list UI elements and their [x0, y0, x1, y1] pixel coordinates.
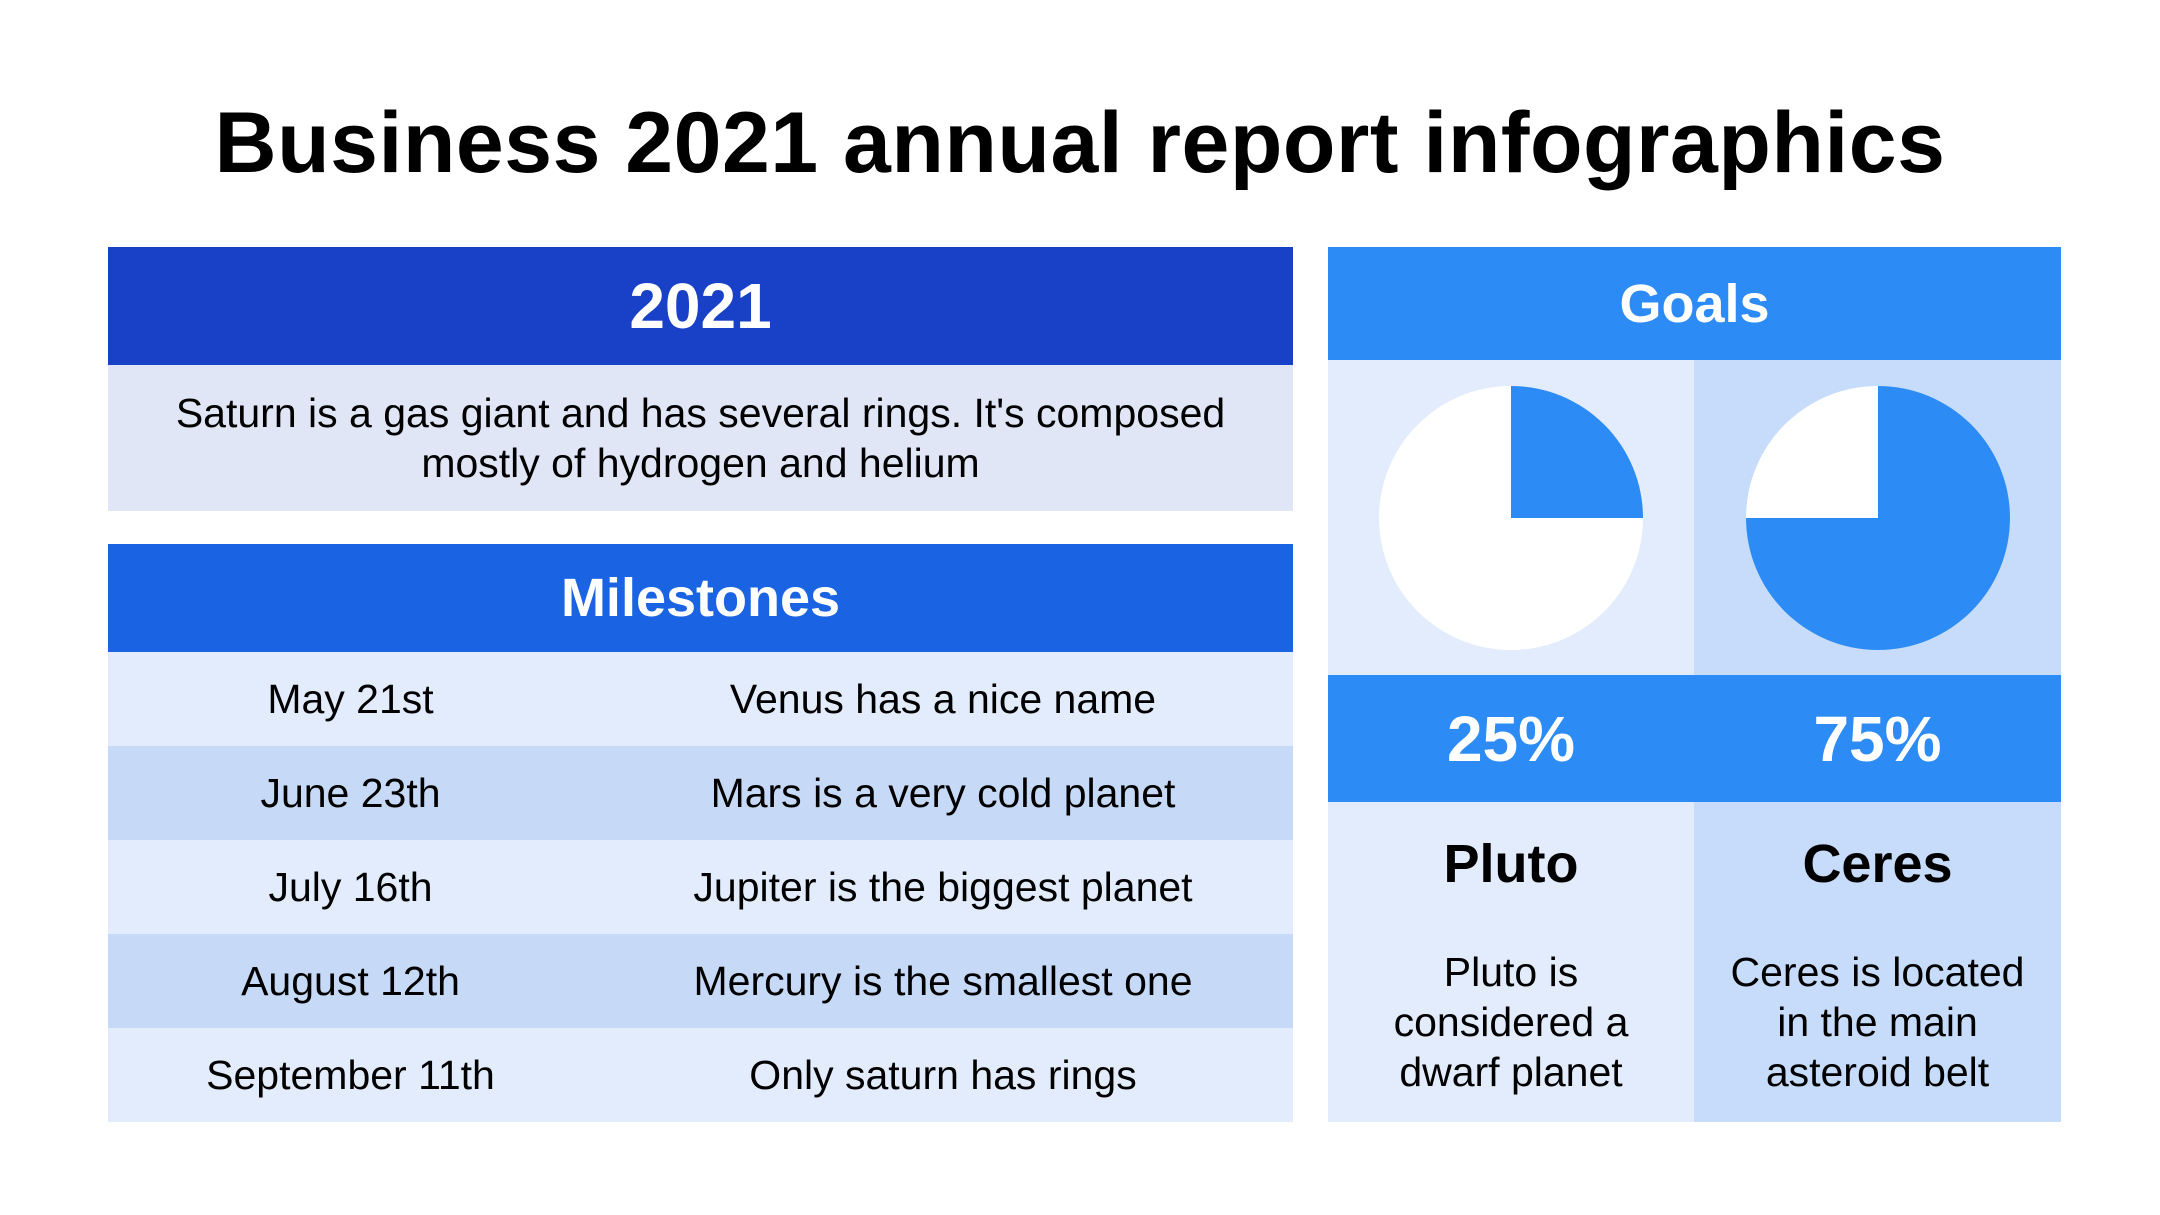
pluto-pie-chart — [1379, 385, 1643, 650]
milestone-text: Venus has a nice name — [729, 675, 1157, 722]
milestone-text: Only saturn has rings — [749, 1051, 1137, 1098]
milestones-header: Milestones — [108, 544, 1293, 652]
milestone-date: August 12th — [241, 957, 460, 1004]
page-title: Business 2021 annual report infographics — [214, 95, 1946, 191]
milestones-table: May 21st Venus has a nice name June 23th… — [108, 652, 1293, 1122]
goal-info-ceres: Ceres Ceres is located in the main aster… — [1694, 802, 2061, 1122]
pie-slice — [1745, 385, 2010, 650]
ceres-percent: 75% — [1813, 702, 1942, 775]
year-description: Saturn is a gas giant and has several ri… — [108, 365, 1293, 511]
year-header: 2021 — [108, 247, 1293, 365]
milestone-row: July 16th Jupiter is the biggest planet — [108, 840, 1293, 934]
milestone-row: September 11th Only saturn has rings — [108, 1028, 1293, 1122]
milestone-date: September 11th — [206, 1051, 495, 1098]
milestone-text: Jupiter is the biggest planet — [693, 863, 1193, 910]
pluto-percent: 25% — [1446, 702, 1576, 775]
milestone-date: July 16th — [268, 863, 433, 910]
goal-info-pluto: Pluto Pluto is considered a dwarf planet — [1328, 802, 1694, 1122]
goal-pie-panel-pluto — [1328, 360, 1694, 675]
goal-name: Pluto — [1443, 834, 1579, 894]
milestone-row: June 23th Mars is a very cold planet — [108, 746, 1293, 840]
percent-band: 25% 75% — [1328, 675, 2061, 802]
goal-name: Ceres — [1802, 834, 1953, 894]
goals-header: Goals — [1328, 247, 2061, 360]
milestone-date: June 23th — [260, 769, 441, 816]
goal-pie-panel-ceres — [1694, 360, 2061, 675]
goal-description: Ceres is located in the main asteroid be… — [1730, 949, 2025, 1095]
milestone-date: May 21st — [267, 675, 434, 722]
pie-slice — [1511, 385, 1643, 518]
milestone-row: May 21st Venus has a nice name — [108, 652, 1293, 746]
milestone-text: Mars is a very cold planet — [710, 769, 1176, 816]
ceres-pie-chart — [1745, 385, 2010, 650]
milestone-row: August 12th Mercury is the smallest one — [108, 934, 1293, 1028]
goal-description: Pluto is considered a dwarf planet — [1393, 949, 1629, 1095]
milestone-text: Mercury is the smallest one — [693, 957, 1193, 1004]
